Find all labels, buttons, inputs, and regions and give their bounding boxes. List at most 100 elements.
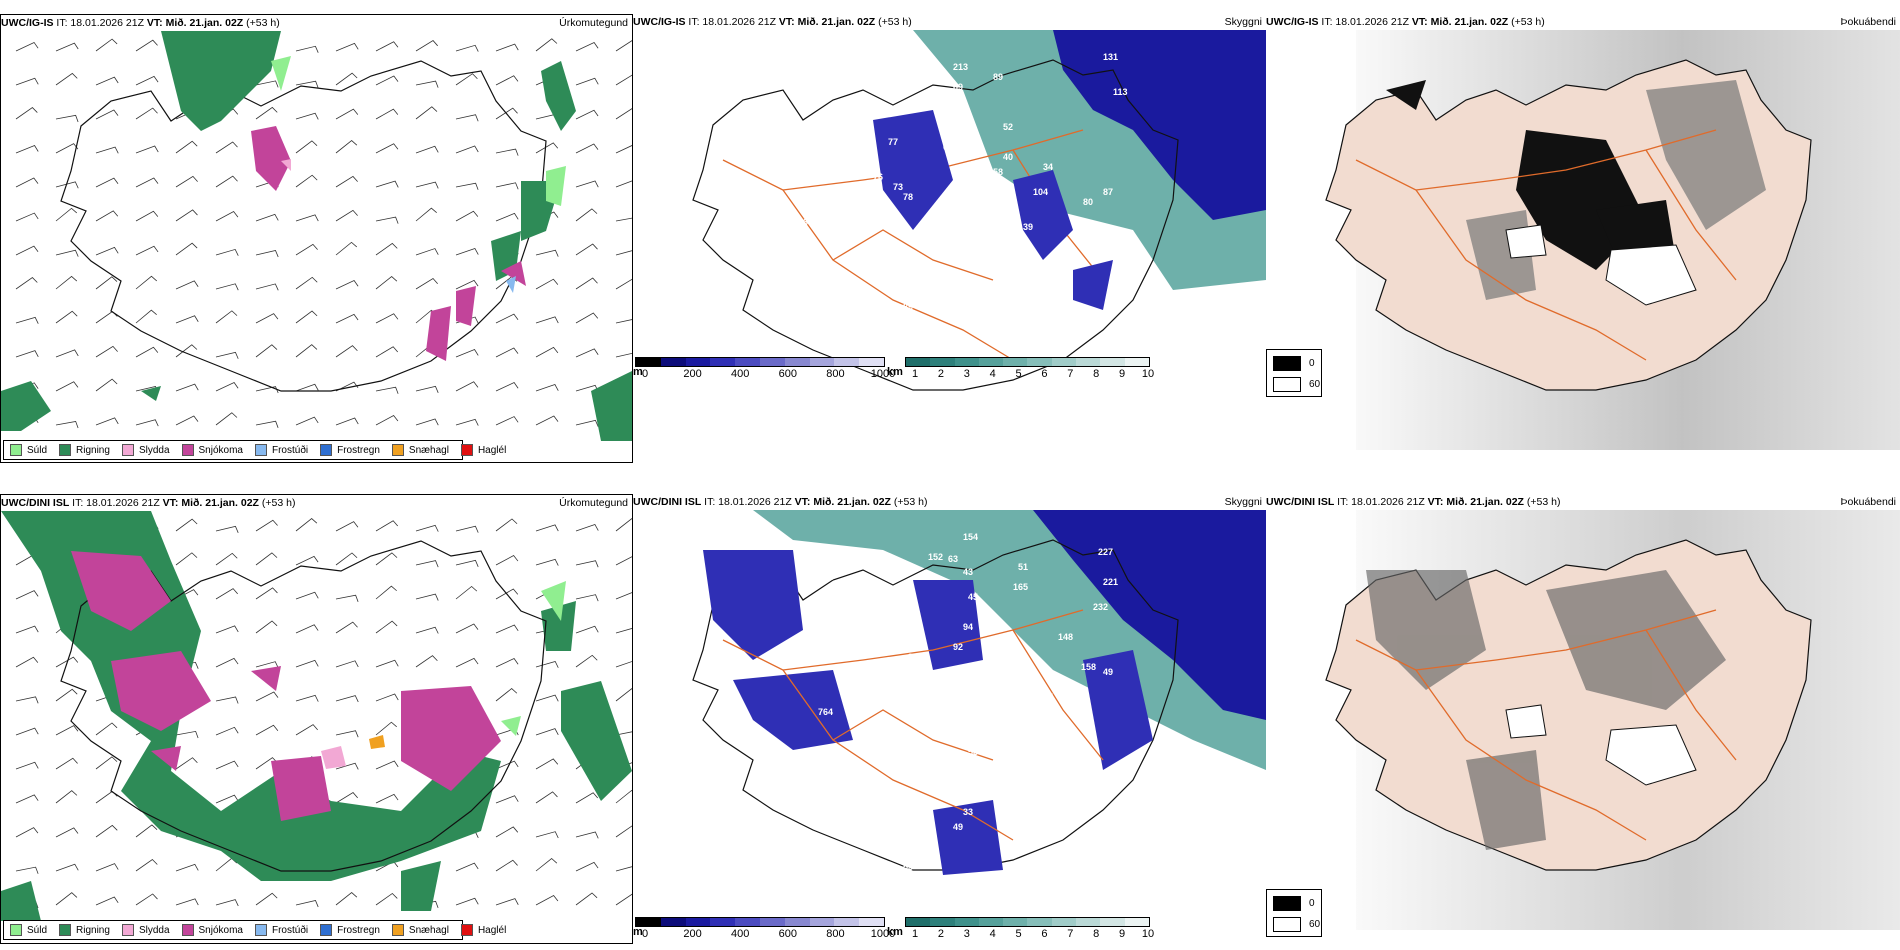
colorbar-tick: 0 — [641, 368, 649, 380]
wind-barb — [375, 346, 399, 358]
colorbar-tick: 1000 — [870, 368, 896, 380]
iceland-outline — [60, 540, 547, 872]
wind-barb — [615, 278, 632, 290]
wind-barb — [55, 349, 79, 358]
wind-barb — [135, 275, 158, 290]
wind-barb — [415, 80, 439, 88]
visibility-label: 53 — [968, 747, 978, 757]
wind-barb — [335, 762, 359, 770]
colorbar-tick: 200 — [683, 928, 702, 940]
wind-barb — [575, 625, 599, 634]
wind-barb — [535, 728, 559, 736]
colorbar-segment — [978, 918, 1004, 926]
wind-barb — [535, 142, 559, 154]
fog-panel-bottom: UWC/DINI ISL IT: 18.01.2026 21Z VT: Mið.… — [1266, 494, 1900, 944]
colorbar-segment — [636, 358, 661, 366]
wind-barb — [495, 107, 518, 120]
wind-barb — [15, 761, 39, 770]
wind-barb — [295, 724, 318, 736]
colorbar-segment — [735, 918, 760, 926]
wind-barb — [415, 106, 438, 120]
visibility-label: 48 — [998, 672, 1008, 682]
wind-barb — [15, 41, 39, 52]
panel-title: Skyggni — [1224, 16, 1262, 28]
dark-area — [1033, 510, 1266, 720]
fog-key: 0 60 — [1266, 889, 1322, 937]
wind-barb — [615, 518, 632, 532]
colorbar-tick: 1 — [911, 928, 919, 940]
visibility-label: 92 — [953, 642, 963, 652]
wind-barb — [55, 310, 78, 324]
visibility-label: 45 — [968, 592, 978, 602]
wind-barb — [15, 866, 39, 874]
legend-swatch — [10, 924, 22, 936]
fog-key-white-label: 60 — [1309, 379, 1321, 390]
visibility-colorbar-strip — [905, 917, 1150, 927]
wind-barb — [415, 418, 439, 426]
visibility-label: 47 — [813, 607, 823, 617]
fog-key-white — [1273, 917, 1301, 932]
wind-barb — [615, 825, 632, 838]
wind-barb — [575, 77, 599, 86]
legend-label: Slydda — [138, 444, 170, 456]
panel-header: UWC/IG-IS IT: 18.01.2026 21Z VT: Mið. 21… — [1266, 14, 1900, 30]
wind-barb — [15, 656, 39, 668]
wind-barb — [455, 897, 479, 906]
wind-barb — [255, 420, 279, 428]
wind-barb — [335, 660, 359, 668]
iceland-outline — [692, 59, 1179, 391]
wind-barb — [495, 518, 518, 532]
wind-barb — [575, 523, 599, 532]
wind-barb — [55, 381, 79, 392]
wind-barb — [295, 214, 319, 222]
colorbar-tick: 9 — [1119, 368, 1126, 380]
visibility-label: 105 — [903, 612, 918, 622]
colorbar-segment — [784, 918, 810, 926]
wind-barb — [335, 792, 358, 804]
freezing-areas — [506, 276, 516, 293]
legend-item: Rigning — [59, 924, 110, 936]
height-unit: m — [633, 366, 643, 378]
legend-swatch — [320, 924, 333, 936]
wind-barb — [375, 892, 398, 906]
wind-barb — [95, 246, 119, 256]
wind-barb — [575, 348, 599, 358]
visibility-label: 33 — [893, 762, 903, 772]
wind-barb — [375, 108, 399, 120]
wind-barb — [535, 895, 559, 906]
wind-barb — [215, 175, 238, 188]
wind-barb — [55, 249, 79, 257]
precip-legend: Súld Rigning Slydda Snjókoma Frostúði Frostre… — [3, 920, 506, 940]
wind-barb — [335, 313, 359, 324]
wind-barb — [175, 415, 199, 426]
visibility-label: 54 — [973, 737, 983, 747]
wind-barb — [575, 243, 598, 256]
fog-map — [1325, 30, 1900, 450]
visibility-label: 764 — [818, 707, 833, 717]
wind-barb — [415, 593, 439, 601]
precip-panel-bottom: UWC/DINI ISL IT: 18.01.2026 21Z VT: Mið.… — [0, 494, 633, 944]
sleet-areas — [321, 746, 346, 769]
colorbar-segment — [710, 918, 736, 926]
wind-barb — [455, 585, 478, 600]
wind-barb — [375, 585, 397, 600]
colorbar-segment — [1124, 358, 1149, 366]
wind-barb — [295, 243, 318, 256]
height-unit: m — [633, 926, 643, 938]
wind-barb — [495, 347, 519, 358]
wind-barb — [295, 659, 319, 668]
lead-time: (+53 h) — [261, 497, 296, 509]
init-time: IT: 18.01.2026 21Z — [1337, 496, 1425, 508]
legend-label: Snæhagl — [408, 444, 449, 456]
wind-barb — [255, 724, 279, 736]
visibility-label: 232 — [1093, 602, 1108, 612]
legend-item: Slydda — [121, 444, 170, 456]
wind-barb — [575, 42, 599, 52]
wind-barb — [455, 525, 479, 533]
colorbar-segment — [1100, 918, 1125, 926]
legend-swatch — [181, 924, 194, 936]
visibility-label: 44 — [958, 772, 968, 782]
visibility-label: 89 — [993, 72, 1003, 82]
colorbar-tick: 7 — [1067, 928, 1074, 940]
fog-key-white — [1273, 377, 1301, 392]
